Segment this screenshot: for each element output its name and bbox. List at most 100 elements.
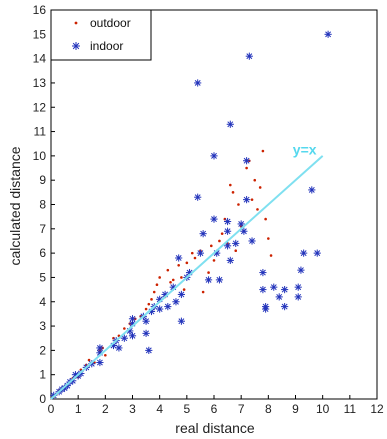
indoor-point	[96, 344, 104, 352]
y-tick-label: 6	[39, 246, 46, 260]
outdoor-point	[166, 268, 170, 272]
indoor-point	[177, 290, 185, 299]
indoor-point	[164, 303, 172, 311]
indoor-point	[128, 315, 137, 323]
outdoor-point	[250, 198, 254, 201]
indoor-point	[248, 237, 256, 245]
indoor-point	[128, 332, 137, 340]
indoor-point	[156, 305, 164, 313]
indoor-point	[199, 230, 207, 238]
y-tick-label: 16	[33, 3, 47, 17]
outdoor-point	[158, 276, 161, 279]
y-tick-label: 1	[39, 368, 46, 382]
outdoor-point	[185, 261, 189, 265]
y-tick-label: 7	[39, 222, 46, 236]
outdoor-point	[269, 254, 273, 257]
indoor-point	[223, 242, 232, 250]
indoor-point	[275, 293, 283, 301]
y-tick-label: 10	[33, 149, 47, 163]
y-tick-label: 3	[39, 319, 46, 333]
outdoor-point	[169, 281, 172, 284]
indoor-point	[194, 79, 202, 87]
indoor-point	[142, 329, 150, 337]
indoor-point	[120, 334, 128, 342]
y-tick-label: 0	[39, 392, 46, 406]
outdoor-point	[190, 251, 194, 255]
legend-outdoor-marker	[74, 21, 78, 25]
indoor-point	[237, 220, 245, 228]
y-tick-label: 14	[33, 52, 47, 66]
indoor-point	[297, 266, 305, 274]
y-tick-label: 13	[33, 76, 47, 90]
outdoor-point	[207, 271, 210, 274]
x-tick-label: 9	[292, 402, 299, 416]
indoor-point	[215, 276, 224, 284]
indoor-point	[324, 30, 332, 38]
indoor-point	[210, 215, 218, 223]
outdoor-point	[201, 290, 205, 294]
indoor-point	[240, 227, 248, 235]
legend-box	[50, 9, 152, 61]
outdoor-point	[180, 276, 183, 279]
indoor-point	[177, 317, 185, 325]
outdoor-point	[104, 353, 107, 357]
indoor-point	[281, 303, 289, 311]
indoor-point	[270, 283, 278, 291]
outdoor-point	[253, 178, 257, 182]
x-tick-label: 6	[211, 402, 218, 416]
outdoor-point	[87, 358, 91, 362]
outdoor-point	[258, 186, 262, 189]
indoor-point	[175, 254, 183, 262]
outdoor-point	[229, 183, 232, 187]
y-tick-label: 15	[33, 27, 47, 41]
x-tick-label: 0	[48, 402, 55, 416]
indoor-point	[259, 268, 267, 277]
indoor-point	[243, 196, 251, 204]
x-tick-label: 12	[370, 402, 384, 416]
y-tick-label: 5	[39, 270, 46, 284]
outdoor-point	[231, 191, 235, 194]
indoor-point	[194, 193, 202, 201]
indoor-point	[223, 217, 232, 226]
x-tick-label: 2	[102, 402, 109, 416]
outdoor-point	[150, 298, 153, 301]
outdoor-point	[264, 217, 267, 221]
outdoor-point	[245, 166, 248, 170]
legend-indoor-marker	[72, 42, 80, 50]
outdoor-point	[209, 244, 213, 248]
reference-line	[50, 155, 324, 400]
indoor-point	[308, 186, 316, 194]
outdoor-point	[144, 307, 148, 311]
outdoor-point	[193, 256, 197, 260]
indoor-point	[262, 303, 270, 311]
indoor-point	[313, 249, 321, 257]
indoor-point	[245, 52, 253, 60]
y-tick-label: 9	[39, 173, 46, 187]
y-tick-label: 2	[39, 343, 46, 357]
legend-outdoor-label: outdoor	[90, 16, 131, 30]
reference-line-group: y=x	[50, 142, 324, 400]
outdoor-point	[234, 249, 238, 252]
outdoor-point	[261, 149, 265, 153]
indoor-point	[196, 249, 205, 257]
x-tick-label: 1	[75, 402, 82, 416]
y-tick-label: 8	[39, 198, 46, 212]
outdoor-point	[155, 283, 159, 287]
indoor-point	[96, 358, 104, 367]
outdoor-point	[177, 263, 180, 267]
indoor-point	[232, 239, 240, 247]
y-tick-label: 11	[34, 125, 47, 139]
indoor-point	[294, 283, 302, 291]
outdoor-point	[212, 259, 216, 262]
outdoor-point	[123, 327, 126, 330]
y-axis-label: calculated distance	[7, 146, 23, 265]
legend: outdoor indoor	[50, 9, 152, 61]
indoor-point	[294, 293, 302, 301]
y-tick-label: 12	[33, 100, 47, 114]
indoor-point	[223, 227, 232, 235]
indoor-point	[300, 249, 308, 257]
x-tick-label: 3	[129, 402, 136, 416]
x-axis-label: real distance	[175, 420, 255, 436]
